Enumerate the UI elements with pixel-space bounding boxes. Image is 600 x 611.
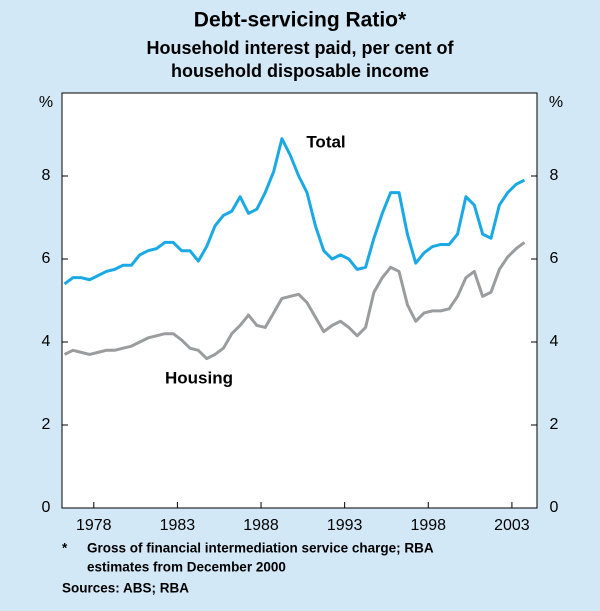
- x-tick-label: 1993: [327, 517, 363, 534]
- chart-subtitle: household disposable income: [171, 61, 429, 81]
- y2-tick-label: 4: [550, 333, 559, 350]
- footnote: estimates from December 2000: [87, 560, 286, 575]
- sources: Sources: ABS; RBA: [62, 581, 189, 596]
- y-tick-label: 2: [42, 416, 51, 433]
- series-label: Housing: [165, 368, 233, 387]
- x-tick-label: 1988: [243, 517, 279, 534]
- series-line: [63, 137, 526, 286]
- x-tick-label: 2003: [494, 517, 530, 534]
- footnote-marker: *: [62, 541, 68, 556]
- y2-axis-label: %: [549, 94, 563, 111]
- y-axis-label: %: [39, 94, 53, 111]
- y-tick-label: 4: [42, 333, 51, 350]
- y-tick-label: 6: [42, 250, 51, 267]
- y-tick-label: 0: [42, 499, 51, 516]
- y-tick-label: 8: [42, 167, 51, 184]
- chart-subtitle: Household interest paid, per cent of: [146, 38, 454, 58]
- x-tick-label: 1998: [410, 517, 446, 534]
- x-tick-label: 1978: [76, 517, 112, 534]
- y2-tick-label: 6: [550, 250, 559, 267]
- footnote: Gross of financial intermediation servic…: [87, 541, 434, 556]
- series-line: [63, 241, 526, 361]
- chart-title: Debt-servicing Ratio*: [194, 9, 407, 32]
- plot-area: [61, 92, 538, 509]
- y2-tick-label: 2: [550, 416, 559, 433]
- y2-tick-label: 8: [550, 167, 559, 184]
- series-label: Total: [306, 132, 345, 151]
- y2-tick-label: 0: [550, 499, 559, 516]
- x-tick-label: 1983: [160, 517, 196, 534]
